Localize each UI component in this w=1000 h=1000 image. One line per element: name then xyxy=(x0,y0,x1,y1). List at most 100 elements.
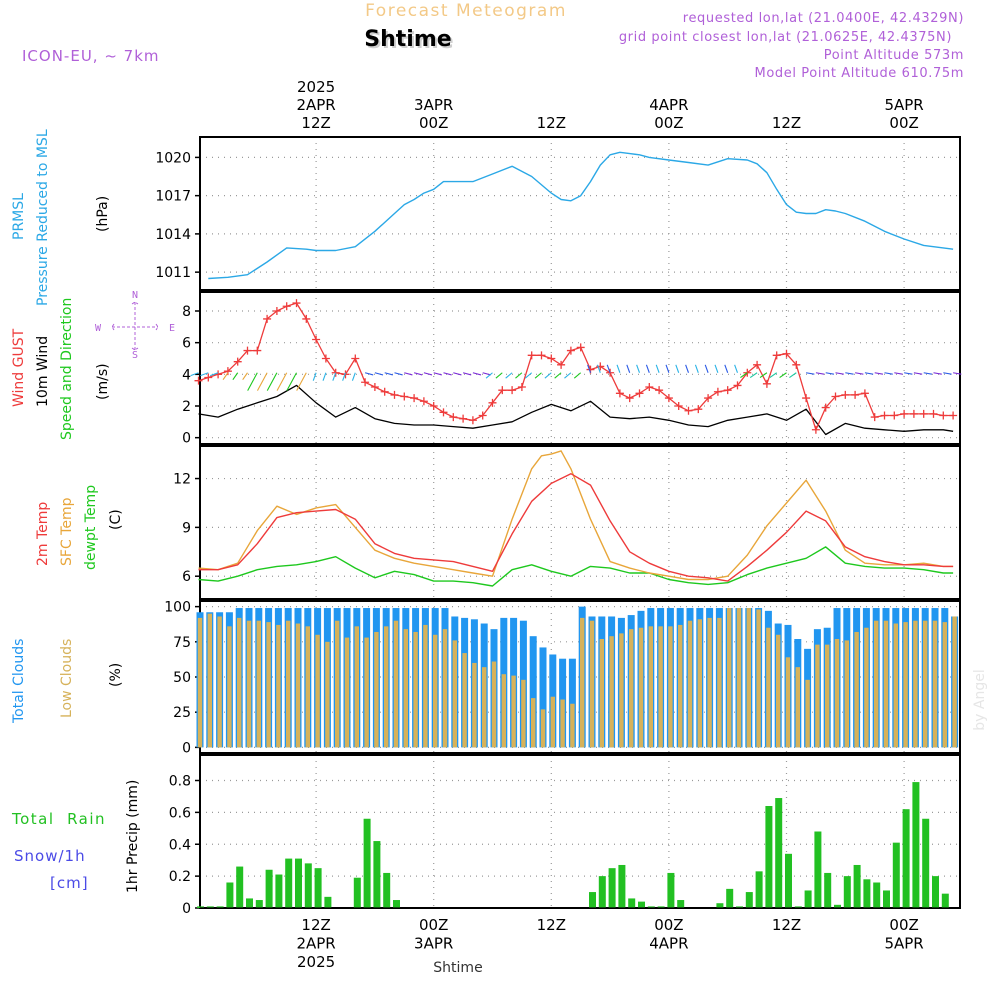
wind-direction-arrow xyxy=(835,372,844,375)
y-tick-label: 0.8 xyxy=(169,774,191,790)
pressure-unit: (hPa) xyxy=(95,196,111,232)
low-cloud-bar xyxy=(629,629,634,748)
low-cloud-bar xyxy=(256,620,261,748)
gust-marker xyxy=(233,357,242,366)
t2m-label: 2m Temp xyxy=(35,502,51,566)
precip-bar xyxy=(667,872,675,908)
low-cloud-bar xyxy=(335,620,340,748)
gust-marker xyxy=(321,354,330,363)
precip-bar xyxy=(295,858,302,908)
gust-marker xyxy=(253,346,262,355)
gust-marker xyxy=(900,409,909,418)
gust-marker xyxy=(811,425,820,434)
low-cloud-bar xyxy=(433,634,438,748)
gust-marker xyxy=(557,360,566,369)
precip-panel-labels: Total Rain Snow/1h [cm] 1hr Precip (mm) xyxy=(11,780,141,893)
dew-label: dewpt Temp xyxy=(83,485,99,570)
gust-marker xyxy=(488,398,497,407)
low-cloud-bar xyxy=(609,636,614,748)
gust-marker xyxy=(282,302,291,311)
low-cloud-bar xyxy=(266,622,271,748)
low-cloud-bar xyxy=(893,623,898,748)
low-cloud-bar xyxy=(874,620,879,748)
low-cloud-bar xyxy=(619,633,624,748)
low-cloud-bar xyxy=(932,620,938,748)
time-label: 00Z xyxy=(419,114,448,132)
wind-direction-arrow xyxy=(913,372,923,375)
wind-direction-arrow xyxy=(472,372,482,376)
low-cloud-bar xyxy=(501,674,506,748)
wind-direction-arrow xyxy=(685,364,690,373)
wind-direction-arrow xyxy=(232,372,239,380)
low-cloud-bar xyxy=(207,613,212,748)
precip-bar xyxy=(304,863,312,908)
y-tick-label: 1020 xyxy=(155,150,191,166)
wind-direction-arrow xyxy=(286,372,297,391)
y-tick-label: 8 xyxy=(182,304,191,320)
wind-direction-arrow xyxy=(769,372,778,379)
low-cloud-bar xyxy=(580,617,585,748)
wind-direction-arrow xyxy=(845,372,854,375)
low-cloud-bar xyxy=(550,696,555,748)
low-cloud-bar xyxy=(805,679,810,748)
low-cloud-bar xyxy=(952,616,957,748)
time-label: 4APR xyxy=(649,96,688,114)
low-cloud-bar xyxy=(678,624,683,748)
gust-marker xyxy=(890,411,899,420)
low-cloud-bar xyxy=(589,620,595,748)
gust-marker xyxy=(821,403,830,412)
low-cloud-bar xyxy=(648,626,653,748)
wind-direction-arrow xyxy=(714,364,719,373)
gust-marker xyxy=(860,389,869,398)
wind-direction-arrow xyxy=(462,372,472,376)
gust-marker xyxy=(841,390,850,399)
point-altitude: Point Altitude 573m xyxy=(824,48,964,63)
precip-bar xyxy=(638,901,645,908)
wind-direction-arrow xyxy=(443,372,452,376)
wind-direction-arrow xyxy=(943,372,952,375)
sfc-label: SFC Temp xyxy=(59,497,75,566)
wind-direction-arrow xyxy=(404,372,413,376)
low-cloud-bar xyxy=(727,608,732,748)
gust-marker xyxy=(684,406,693,415)
wind-direction-arrow xyxy=(694,364,699,373)
low-cloud-bar xyxy=(883,620,889,748)
wind-direction-arrow xyxy=(665,364,670,373)
wind-direction-arrow xyxy=(505,372,513,379)
gust-marker xyxy=(664,394,673,403)
low-cloud-bar xyxy=(197,617,203,748)
time-label: 2025 xyxy=(297,953,335,971)
time-label: 4APR xyxy=(649,935,688,953)
precip-bar xyxy=(745,892,753,908)
gust-marker xyxy=(870,413,879,422)
y-tick-label: 1017 xyxy=(155,189,191,205)
precip-bar xyxy=(285,858,293,908)
wind-direction-arrow xyxy=(394,372,403,376)
y-tick-label: 50 xyxy=(173,670,191,686)
low-cloud-bar xyxy=(442,629,448,748)
wind-direction-arrow xyxy=(190,372,199,377)
gridpoint-coords: grid point closest lon,lat (21.0625E, 42… xyxy=(619,30,952,45)
precip-bar xyxy=(314,868,322,908)
time-label: 12Z xyxy=(537,916,566,934)
time-label: 2APR xyxy=(296,96,335,114)
wind-direction-arrow xyxy=(645,364,650,373)
precip-panel: 0 0.2 0.4 0.6 0.8 xyxy=(169,754,961,917)
snow-label: Snow/1h xyxy=(14,847,86,865)
gust-marker xyxy=(292,299,301,308)
precip-bar xyxy=(647,906,655,908)
y-tick-label: 75 xyxy=(173,635,191,651)
precip-bar xyxy=(206,906,214,908)
time-label: 5APR xyxy=(884,935,923,953)
wind-direction-arrow xyxy=(247,372,258,391)
time-label: 12Z xyxy=(772,916,801,934)
wind-direction-arrow xyxy=(534,372,542,379)
panel-frame xyxy=(199,445,961,600)
low-cloud-bar xyxy=(540,709,546,748)
temp-unit: (C) xyxy=(108,509,124,530)
wind-direction-arrow xyxy=(384,372,393,376)
precip-bar xyxy=(598,876,606,908)
y-tick-label: 12 xyxy=(173,472,191,488)
precip-bar xyxy=(197,906,204,908)
